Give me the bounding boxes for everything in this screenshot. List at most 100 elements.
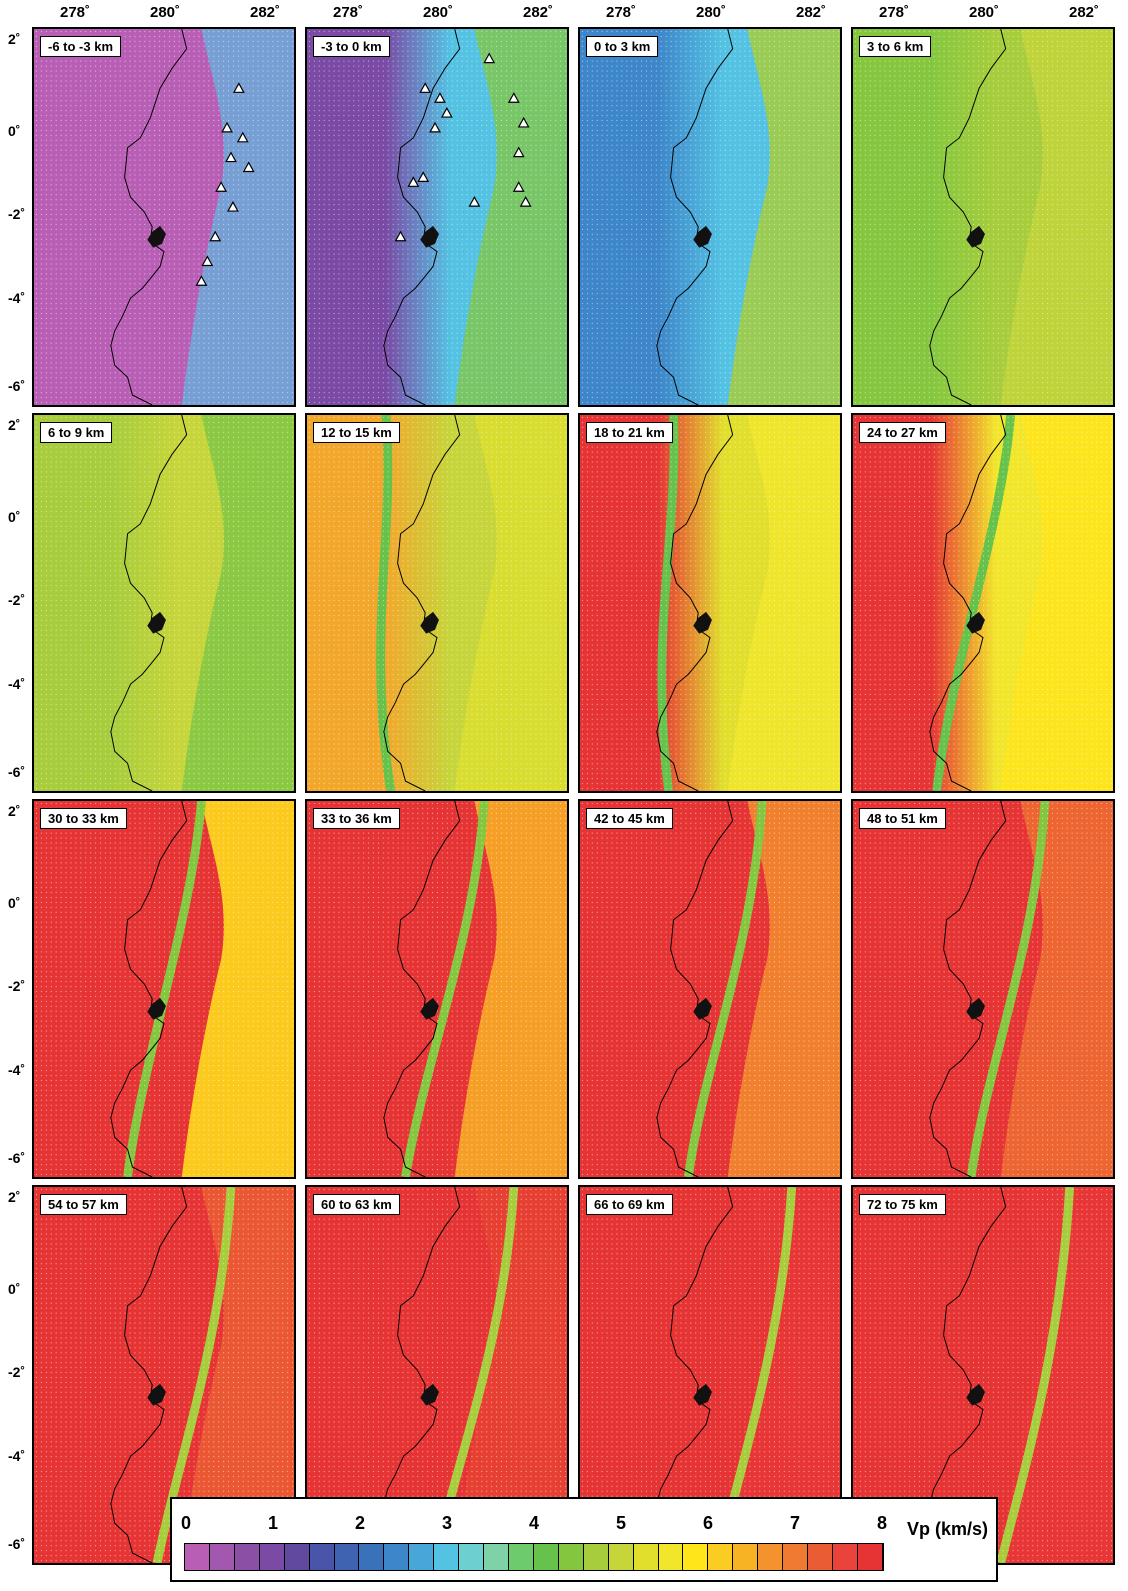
latitude-label: -6˚ [8,1536,26,1552]
latitude-label: -2˚ [8,206,26,222]
longitude-label: 278˚ [606,4,637,21]
velocity-map [853,801,1113,1177]
depth-range-label: 0 to 3 km [586,36,659,57]
volcano-marker [440,106,453,118]
estuary-islands [420,225,439,248]
estuary-islands [147,225,166,248]
velocity-map [34,415,294,791]
coastline [656,29,734,405]
latitude-label: 0˚ [8,895,21,911]
depth-slice-panel: 42 to 45 km [578,799,842,1179]
volcano-marker [434,92,446,103]
latitude-label: 2˚ [8,1189,21,1205]
grid-node-overlay [307,801,567,1177]
latitude-label: -4˚ [8,290,26,306]
volcano-marker [512,181,525,192]
estuary-islands [420,1383,439,1406]
grid-node-overlay [580,29,840,405]
estuary-islands [693,997,712,1020]
longitude-label: 282˚ [1069,4,1100,21]
legend-color-swatch [832,1544,858,1570]
depth-slice-panel: 33 to 36 km [305,799,569,1179]
legend-color-swatch [409,1544,435,1570]
legend-color-swatch [633,1544,659,1570]
velocity-map [853,29,1113,405]
latitude-label: -2˚ [8,1364,26,1380]
legend-title: Vp (km/s) [906,1519,988,1539]
legend-tick-label: 4 [528,1513,540,1533]
depth-range-label: 6 to 9 km [40,422,113,443]
coastline [929,29,1007,405]
grid-node-overlay [853,415,1113,791]
volcano-marker [429,121,441,133]
volcano-marker [483,52,496,64]
estuary-islands [966,997,985,1020]
legend-color-swatch [758,1544,784,1570]
legend-color-swatch [209,1544,235,1570]
longitude-label: 278˚ [60,4,91,21]
coastline [383,29,461,405]
estuary-islands [420,997,439,1020]
longitude-label: 282˚ [250,4,281,21]
depth-range-label: -3 to 0 km [313,36,390,57]
legend-color-swatch [384,1544,410,1570]
grid-node-overlay [580,415,840,791]
latitude-label: -2˚ [8,592,26,608]
volcano-marker [221,121,233,133]
legend-color-swatch [608,1544,634,1570]
colorbar-legend: 0 1 2 3 4 5 6 7 8 Vp (km/s) [170,1497,998,1582]
depth-range-label: 30 to 33 km [40,808,127,829]
estuary-islands [693,1383,712,1406]
coastline [929,415,1007,791]
legend-color-swatch [459,1544,485,1570]
grid-node-overlay [34,29,294,405]
volcano-marker [195,275,208,286]
legend-color-swatch [783,1544,809,1570]
latitude-label: -6˚ [8,378,26,394]
longitude-label: 280˚ [969,4,1000,21]
depth-slice-panel: 0 to 3 km [578,27,842,407]
grid-node-overlay [580,801,840,1177]
grid-node-overlay [307,29,567,405]
legend-color-bar [184,1543,884,1571]
estuary-islands [147,1383,166,1406]
legend-tick-label: 3 [441,1513,453,1533]
velocity-map [580,29,840,405]
volcano-marker [512,146,525,158]
volcano-marker [225,151,237,163]
legend-color-swatch [359,1544,385,1570]
longitude-label: 280˚ [150,4,181,21]
latitude-label: 0˚ [8,123,21,139]
depth-slice-panel: -6 to -3 km [32,27,296,407]
legend-color-swatch [533,1544,559,1570]
estuary-islands [147,611,166,634]
legend-tick-label: 0 [180,1513,192,1533]
volcano-marker [419,82,432,93]
latitude-label: 2˚ [8,31,21,47]
estuary-islands [147,997,166,1020]
depth-slice-panel: 12 to 15 km [305,413,569,793]
coastline [656,801,734,1177]
volcano-marker [417,171,430,182]
legend-tick-label: 2 [354,1513,366,1533]
depth-range-label: 48 to 51 km [859,808,946,829]
grid-node-overlay [853,801,1113,1177]
velocity-map [307,801,567,1177]
depth-slice-panel: -3 to 0 km [305,27,569,407]
depth-range-label: 60 to 63 km [313,1194,400,1215]
velocity-map [34,801,294,1177]
grid-node-overlay [307,415,567,791]
estuary-islands [966,1383,985,1406]
velocity-map [34,1187,294,1563]
latitude-label: 0˚ [8,1281,21,1297]
longitude-label: 278˚ [879,4,910,21]
legend-color-swatch [284,1544,310,1570]
longitude-label: 282˚ [523,4,554,21]
legend-color-swatch [857,1544,883,1570]
legend-color-swatch [733,1544,759,1570]
estuary-islands [693,611,712,634]
depth-range-label: 66 to 69 km [586,1194,673,1215]
latitude-label: -2˚ [8,978,26,994]
depth-slice-panel: 3 to 6 km [851,27,1115,407]
estuary-islands [693,225,712,248]
